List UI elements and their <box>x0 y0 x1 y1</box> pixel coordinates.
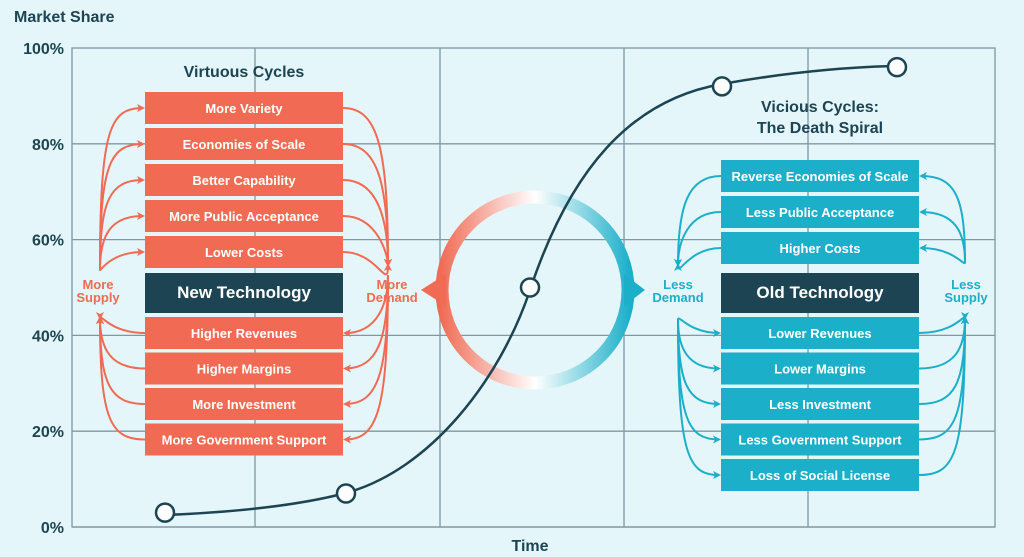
core-technology-box-label: Old Technology <box>756 283 884 302</box>
cycle-arrow <box>674 211 722 267</box>
y-tick-label: 80% <box>32 137 64 154</box>
cycle-item-label: Lower Margins <box>774 362 866 377</box>
cycle-arrow <box>342 251 392 276</box>
cycle-arrow <box>99 248 145 272</box>
cycle-item: Lower Costs <box>145 236 343 268</box>
less-demand-label-1: Less <box>663 277 693 292</box>
cycle-item: Less Investment <box>721 388 919 420</box>
cycle-item-label: More Variety <box>205 101 283 116</box>
virtuous-title: Virtuous Cycles <box>184 64 305 81</box>
cycle-arrow <box>918 316 969 405</box>
cycle-arrow <box>919 244 966 265</box>
cycle-arrow <box>96 316 146 405</box>
more-supply-label-2: Supply <box>76 290 120 305</box>
cycle-item-label: More Investment <box>192 397 296 412</box>
ring-right-arc <box>534 190 635 390</box>
cycle-item-label: More Government Support <box>162 433 327 448</box>
cycle-item-label: Lower Costs <box>205 245 283 260</box>
cycle-arrow <box>677 319 721 479</box>
cycle-item: More Investment <box>145 388 343 420</box>
cycle-item-label: Higher Margins <box>197 362 292 377</box>
y-axis-title: Market Share <box>14 9 115 26</box>
cycle-item: Higher Margins <box>145 352 343 385</box>
curve-points <box>154 56 908 523</box>
cycle-arrow <box>99 212 145 271</box>
curve-point <box>711 76 733 97</box>
y-tick-label: 100% <box>23 41 64 58</box>
cycle-item: Higher Revenues <box>145 317 343 349</box>
y-tick-label: 20% <box>32 424 64 441</box>
cycle-item: Loss of Social License <box>721 459 919 491</box>
cycle-item: Better Capability <box>145 164 343 196</box>
less-demand-label-2: Demand <box>652 290 703 305</box>
cycle-item: Less Government Support <box>721 423 919 456</box>
cycle-arrow <box>918 316 969 370</box>
less-supply-label-2: Supply <box>944 290 988 305</box>
more-demand-label-1: More <box>376 277 407 292</box>
y-tick-label: 0% <box>41 520 64 537</box>
cycle-item: Lower Margins <box>721 352 919 385</box>
cycle-boxes: More Variety Economies of Scale Better Cap… <box>145 92 919 491</box>
cycle-arrow <box>342 179 392 267</box>
cycle-item: More Variety <box>145 92 343 124</box>
core-technology-box: Old Technology <box>721 273 919 313</box>
y-axis-ticks: 0% 20% 40% 60% 80% 100% <box>23 41 64 537</box>
cycle-arrow <box>677 317 721 337</box>
cycle-item-label: Higher Costs <box>780 241 861 256</box>
curve-point <box>519 277 541 298</box>
x-axis-title: Time <box>511 538 548 555</box>
more-demand-label-2: Demand <box>366 290 417 305</box>
core-technology-box-label: New Technology <box>177 283 311 302</box>
cycle-item: Lower Revenues <box>721 317 919 349</box>
cycle-item: Less Public Acceptance <box>721 196 919 228</box>
core-technology-box: New Technology <box>145 273 343 313</box>
less-supply-label-1: Less <box>951 277 981 292</box>
cycle-arrow <box>674 175 722 267</box>
cycle-item: Reverse Economies of Scale <box>721 160 919 192</box>
cycle-arrow <box>96 316 146 441</box>
cycle-arrow <box>99 176 145 271</box>
cycle-arrow <box>99 104 145 271</box>
cycle-item-label: Less Government Support <box>738 433 902 448</box>
arrow-right-icon <box>624 274 645 306</box>
vicious-title-line2: The Death Spiral <box>757 120 883 137</box>
cycle-arrow <box>342 215 392 267</box>
cycle-item-label: Less Public Acceptance <box>746 205 894 220</box>
cycle-item-label: Lower Revenues <box>768 326 871 341</box>
cycle-ring <box>421 190 645 390</box>
curve-point <box>886 56 908 78</box>
vicious-title-line1: Vicious Cycles: <box>761 99 879 116</box>
cycle-item-label: Higher Revenues <box>191 326 297 341</box>
cycle-item-label: Less Investment <box>769 397 872 412</box>
cycle-arrow <box>674 247 722 272</box>
curve-point <box>154 502 176 523</box>
cycle-arrows <box>96 104 969 479</box>
arrow-left-icon <box>421 274 446 306</box>
cycle-item: More Public Acceptance <box>145 200 343 232</box>
cycle-arrow <box>919 208 966 263</box>
cycle-arrow <box>96 311 146 334</box>
cycle-arrow <box>918 316 969 476</box>
cycle-arrow <box>342 143 392 267</box>
cycle-item-label: Reverse Economies of Scale <box>731 169 908 184</box>
y-tick-label: 60% <box>32 233 64 250</box>
more-supply-label-1: More <box>82 277 113 292</box>
cycle-arrow <box>96 316 146 370</box>
cycle-arrow <box>919 172 966 263</box>
cycle-item-label: More Public Acceptance <box>169 209 319 224</box>
cycle-item: Higher Costs <box>721 232 919 264</box>
cycle-arrow <box>677 319 721 373</box>
cycle-item-label: Better Capability <box>192 173 296 188</box>
cycle-arrow <box>343 274 389 444</box>
cycle-item: More Government Support <box>145 423 343 456</box>
y-tick-label: 40% <box>32 328 64 345</box>
curve-point <box>335 483 357 504</box>
cycle-arrow <box>918 311 969 334</box>
cycle-item: Economies of Scale <box>145 128 343 160</box>
cycle-item-label: Economies of Scale <box>183 137 306 152</box>
cycle-item-label: Loss of Social License <box>750 468 890 483</box>
